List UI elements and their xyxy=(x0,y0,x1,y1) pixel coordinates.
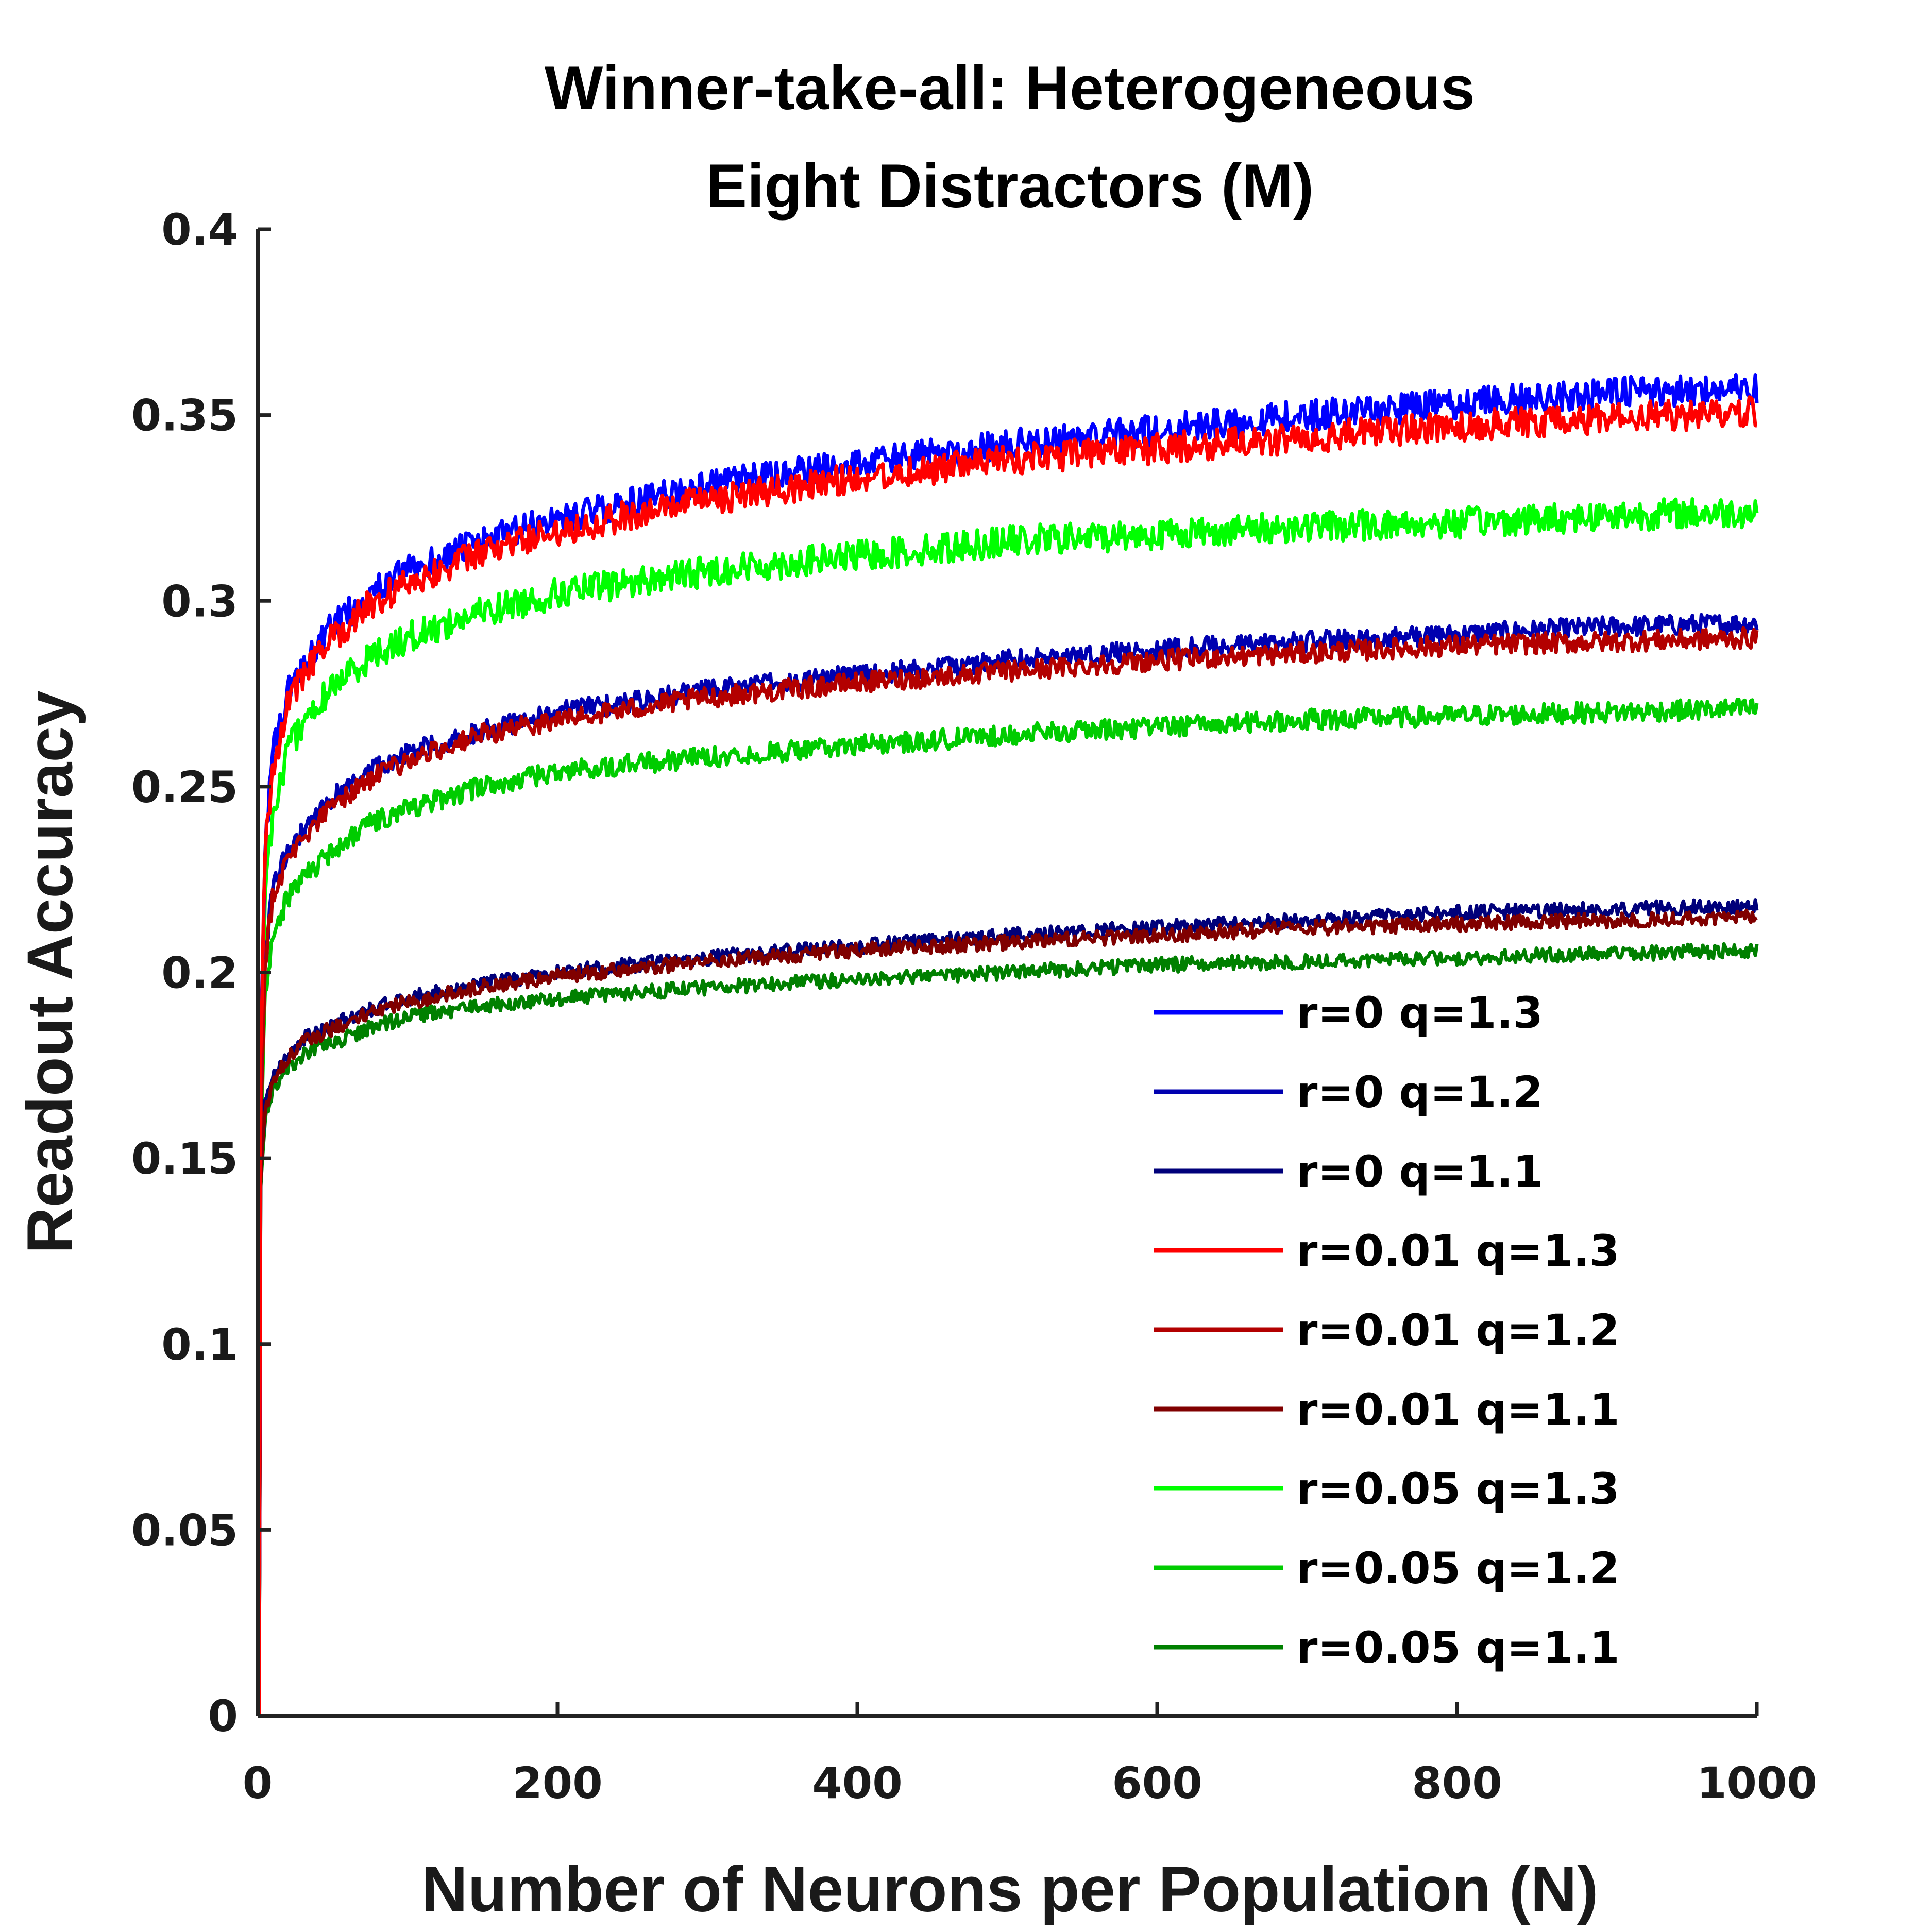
series-line xyxy=(257,497,1759,1716)
legend-label: r=0 q=1.1 xyxy=(1296,1146,1543,1197)
legend-label: r=0.01 q=1.1 xyxy=(1296,1384,1620,1435)
y-tick-label: 0.15 xyxy=(131,1133,238,1184)
series-lines xyxy=(257,372,1759,1716)
x-tick-label: 600 xyxy=(1112,1758,1202,1808)
y-tick-label: 0.05 xyxy=(131,1505,238,1555)
y-tick-label: 0 xyxy=(208,1691,238,1741)
chart-title-line-2: Eight Distractors (M) xyxy=(706,151,1314,221)
legend-label: r=0 q=1.3 xyxy=(1296,988,1543,1038)
legend-label: r=0.01 q=1.3 xyxy=(1296,1226,1620,1276)
series-line xyxy=(257,626,1759,1716)
series-line xyxy=(257,698,1759,1716)
legend-label: r=0.01 q=1.2 xyxy=(1296,1305,1620,1355)
axis-ticks: 0 0.05 0.1 0.15 0.2 0.25 0.3 0.35 0.4 0 200 400 600 8… xyxy=(131,205,1817,1808)
series-line xyxy=(257,372,1759,1716)
x-tick-label: 800 xyxy=(1412,1758,1502,1808)
x-axis-label: Number of Neurons per Population (N) xyxy=(421,1854,1599,1925)
series-line xyxy=(257,908,1758,1716)
x-tick-label: 200 xyxy=(512,1758,602,1808)
y-tick-label: 0.3 xyxy=(161,576,238,626)
y-tick-label: 0.1 xyxy=(161,1319,238,1370)
series-line xyxy=(257,942,1759,1716)
y-axis-label: Readout Accuracy xyxy=(14,691,86,1254)
y-tick-label: 0.2 xyxy=(161,948,238,998)
legend: r=0 q=1.3 r=0 q=1.2 r=0 q=1.1 r=0.01 q=1.3 r… xyxy=(1154,988,1620,1673)
y-tick-label: 0.35 xyxy=(131,391,238,441)
legend-label: r=0.05 q=1.3 xyxy=(1296,1464,1620,1514)
series-line xyxy=(257,613,1759,1716)
y-tick-label: 0.25 xyxy=(131,762,238,812)
chart-title-line-1: Winner-take-all: Heterogeneous xyxy=(545,54,1475,123)
legend-label: r=0.05 q=1.2 xyxy=(1296,1543,1620,1594)
x-tick-label: 400 xyxy=(812,1758,902,1808)
x-tick-label: 0 xyxy=(243,1758,273,1808)
y-tick-label: 0.4 xyxy=(161,205,238,255)
series-line xyxy=(257,395,1757,1716)
legend-label: r=0.05 q=1.1 xyxy=(1296,1622,1620,1673)
x-tick-label: 1000 xyxy=(1697,1758,1817,1808)
legend-label: r=0 q=1.2 xyxy=(1296,1067,1543,1117)
